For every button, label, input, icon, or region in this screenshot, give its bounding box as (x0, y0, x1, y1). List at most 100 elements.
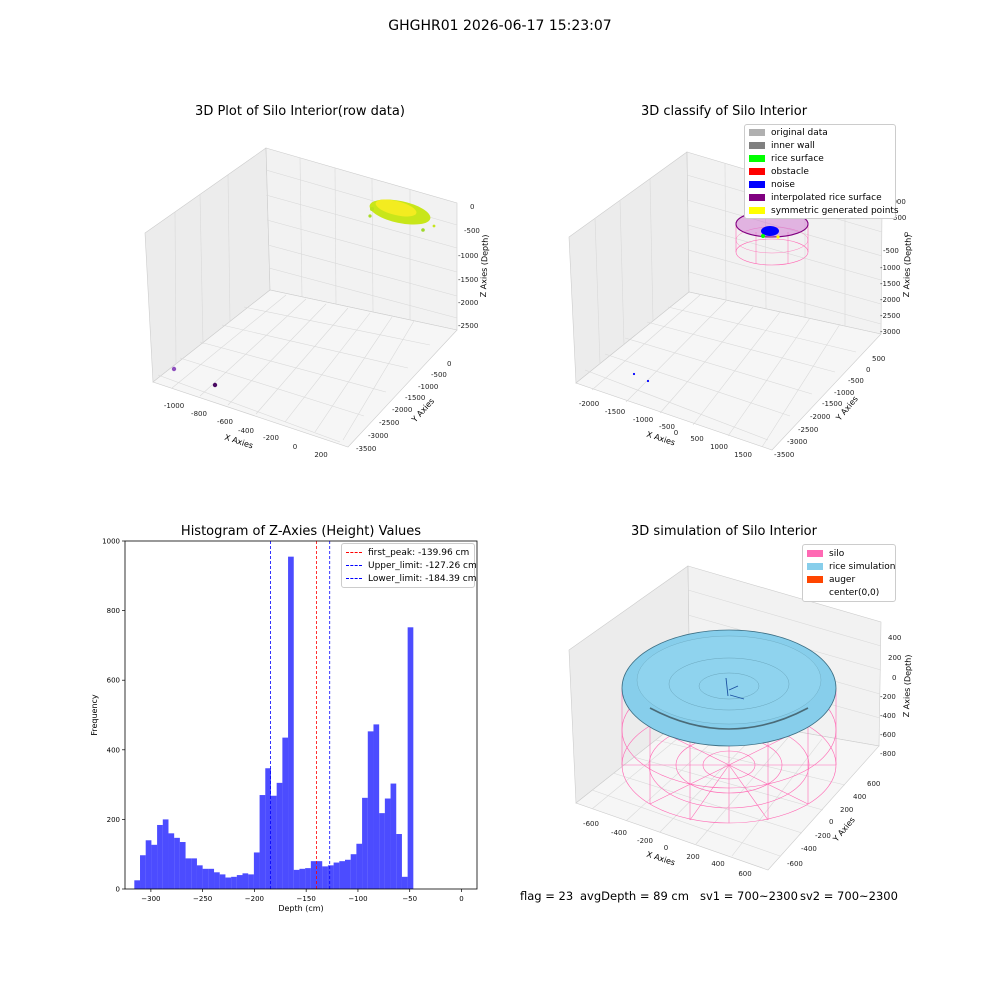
histogram-bar (214, 872, 220, 889)
symmetric-point (776, 235, 780, 239)
histogram-bar (299, 868, 306, 889)
histogram-bar (333, 862, 340, 889)
histogram-bar (339, 861, 345, 889)
legend-item-rice-simulation: rice simulation (803, 560, 895, 573)
histogram-bar (174, 837, 180, 889)
histogram-bar (345, 859, 351, 889)
legend-swatch (749, 168, 765, 175)
classify-ztick: -500 (883, 247, 899, 255)
classify-ztick: -3000 (880, 328, 900, 336)
histogram-bar (396, 834, 402, 889)
histogram-bar (367, 731, 374, 889)
legend-item-center: center(0,0) (803, 586, 895, 599)
raw-point (171, 366, 177, 372)
legend-item-lower-limit: Lower_limit: -184.39 cm (342, 572, 476, 585)
histogram-bar (310, 861, 317, 889)
histogram-xtick-label: −200 (245, 895, 264, 903)
raw-ytick: -500 (431, 371, 447, 379)
histogram-bar (259, 795, 266, 889)
classify-3d-plot: -2000 -1500 -1000 -500 0 500 1000 1500 X… (568, 151, 913, 459)
histogram-bar (208, 868, 215, 889)
silo-wireframe (621, 671, 837, 824)
raw-point (370, 207, 374, 211)
simulation-xlabel: X Axies (645, 850, 676, 868)
simulation-ytick: 0 (829, 818, 833, 826)
histogram-bars (134, 556, 414, 889)
histogram-ytick-label: 0 (116, 886, 120, 894)
simulation-ytick: 600 (867, 780, 880, 788)
simulation-ztick: 400 (888, 634, 901, 642)
histogram-title: Histogram of Z-Axies (Height) Values (180, 524, 422, 539)
noise-point (646, 379, 650, 383)
histogram-ytick-label: 400 (107, 746, 120, 754)
legend-swatch (749, 207, 765, 214)
histogram-frame (124, 540, 478, 890)
simulation-ztick: 0 (892, 674, 896, 682)
simulation-xtick: -400 (611, 829, 627, 837)
histogram-ylabel: Frequency (90, 694, 99, 736)
classify-ztick: -1000 (880, 264, 900, 272)
classify-xtick: 1500 (734, 451, 752, 459)
raw-point-cluster-top (375, 199, 417, 217)
simulation-ztick: -400 (880, 712, 896, 720)
simulation-ztick: 200 (888, 654, 901, 662)
histogram-bar (276, 782, 283, 889)
raw-point (421, 228, 425, 232)
legend-label: obstacle (771, 166, 809, 177)
classify-xtick: 0 (674, 429, 678, 437)
legend-label: Upper_limit: -127.26 cm (368, 560, 477, 571)
legend-label: silo (829, 548, 845, 559)
simulation-xtick: 400 (711, 860, 724, 868)
classify-xtick: 500 (690, 435, 703, 443)
figure-suptitle: GHGHR01 2026-06-17 15:23:07 (388, 18, 612, 34)
histogram-bar (253, 852, 260, 889)
histogram-bar (231, 876, 237, 889)
histogram-bar (384, 798, 391, 889)
raw-ytick: -1000 (418, 383, 438, 391)
legend-swatch (749, 181, 765, 188)
histogram-xticks: −300 −250 −200 −150 −100 −50 0 (141, 889, 464, 903)
raw-ytick: -2000 (392, 406, 412, 414)
histogram-bar (157, 824, 163, 889)
histogram-yticks: 0 200 400 600 800 1000 (102, 538, 125, 894)
classify-ytick: 500 (872, 355, 885, 363)
histogram-ytick-label: 200 (107, 816, 120, 824)
raw-grid (157, 157, 458, 443)
histogram-xtick-label: 0 (459, 895, 463, 903)
legend-label: noise (771, 179, 795, 190)
raw-ztick: -1500 (458, 276, 478, 284)
histogram-bar (185, 858, 192, 889)
histogram-bar (270, 795, 277, 889)
simulation-plot-title: 3D simulation of Silo Interior (631, 524, 817, 539)
raw-zlabel: Z Axies (Depth) (479, 234, 490, 297)
raw-ytick: 0 (447, 360, 451, 368)
legend-swatch (807, 589, 823, 596)
raw-xtick: -800 (191, 410, 207, 418)
legend-swatch (346, 552, 362, 553)
simulation-ytick: -400 (801, 845, 817, 853)
raw-point-cloud (171, 199, 436, 388)
histogram-bar (390, 783, 397, 889)
classify-xtick: 1000 (710, 443, 728, 451)
legend-item-silo: silo (803, 547, 895, 560)
classify-xtick: -1000 (633, 416, 653, 424)
histogram-bar (362, 797, 368, 889)
raw-xtick: -200 (263, 434, 279, 442)
classify-plot-title: 3D classify of Silo Interior (640, 104, 808, 119)
raw-xtick: -400 (238, 427, 254, 435)
histogram-xtick-label: −300 (141, 895, 160, 903)
classify-ylabel: Y Axies (834, 394, 860, 423)
histogram-bar (305, 868, 311, 889)
classify-zlabel: Z Axies (Depth) (902, 234, 913, 297)
simulation-xtick: -200 (637, 837, 653, 845)
histogram-bar (356, 843, 363, 889)
histogram-bar (248, 874, 254, 889)
noise-point (632, 372, 636, 376)
raw-xtick: 0 (293, 443, 297, 451)
raw-point (432, 224, 436, 228)
legend-item-noise: noise (745, 178, 895, 191)
legend-label: interpolated rice surface (771, 192, 882, 203)
classify-ytick: -3000 (787, 438, 807, 446)
sv2-text: sv2 = 700~2300 (800, 889, 898, 903)
histogram-bar (145, 840, 152, 889)
